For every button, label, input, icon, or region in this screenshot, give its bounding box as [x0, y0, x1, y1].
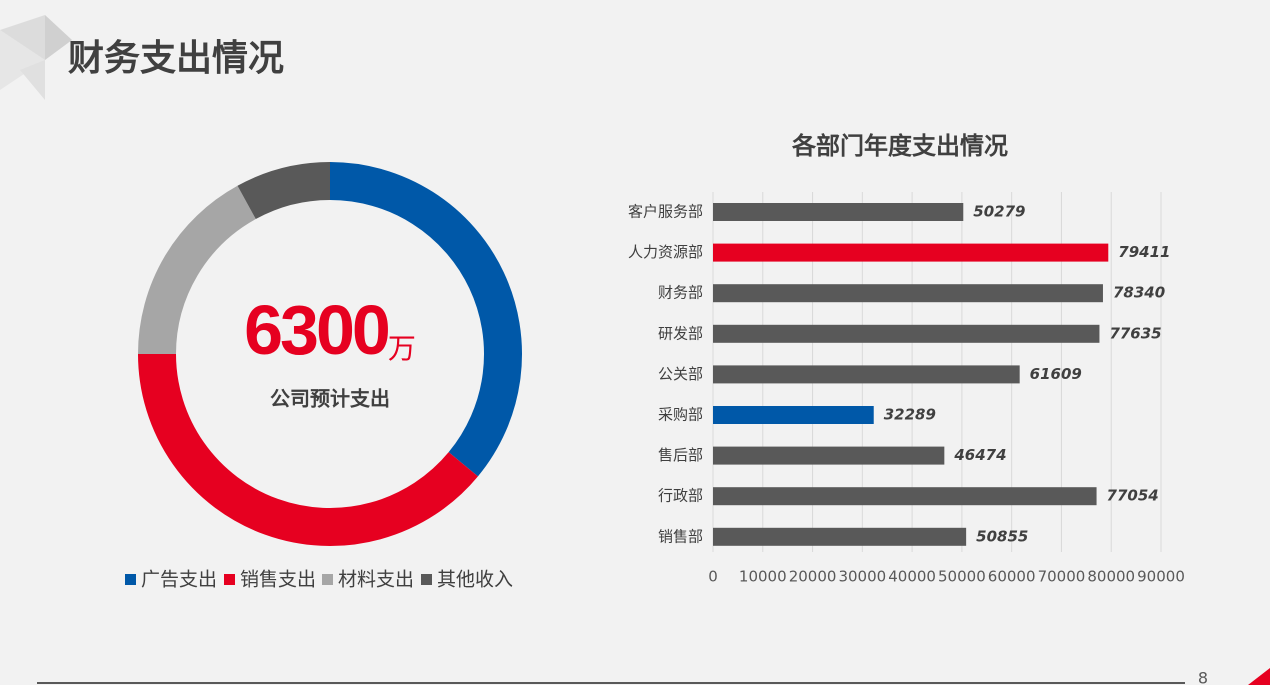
center-value: 6300 — [244, 291, 389, 369]
bar — [713, 284, 1103, 303]
slide-title: 财务支出情况 — [68, 38, 284, 79]
x-tick-label: 30000 — [838, 568, 886, 586]
y-tick-label: 销售部 — [658, 527, 703, 545]
data-label: 50855 — [976, 527, 1028, 545]
bar — [713, 203, 964, 221]
x-tick-label: 40000 — [888, 568, 936, 586]
data-label: 77635 — [1109, 324, 1161, 342]
bar — [713, 446, 945, 465]
decoration — [20, 60, 45, 100]
legend-label: 销售支出 — [240, 569, 316, 591]
legend-label: 广告支出 — [141, 569, 217, 591]
y-tick-label: 客户服务部 — [628, 203, 703, 221]
data-label: 78340 — [1113, 284, 1165, 302]
center-unit: 万 — [388, 332, 416, 365]
x-tick-label: 60000 — [988, 568, 1036, 586]
bar — [713, 243, 1109, 262]
page-number: 8 — [1198, 669, 1208, 685]
legend-label: 其他收入 — [437, 569, 513, 591]
decoration — [1248, 668, 1270, 685]
x-tick-label: 0 — [708, 568, 718, 586]
donut-slice — [138, 185, 257, 355]
y-tick-label: 采购部 — [658, 406, 703, 424]
bar — [713, 487, 1097, 506]
bar — [713, 365, 1020, 384]
y-tick-label: 售后部 — [658, 446, 703, 464]
x-tick-label: 80000 — [1087, 568, 1135, 586]
legend-swatch — [322, 574, 333, 585]
legend-swatch — [224, 574, 235, 585]
data-label: 77054 — [1107, 487, 1159, 505]
data-label: 50279 — [973, 203, 1025, 221]
x-tick-label: 10000 — [739, 568, 787, 586]
decoration — [0, 30, 45, 90]
data-label: 79411 — [1118, 243, 1170, 261]
data-label: 46474 — [953, 446, 1006, 464]
y-tick-label: 研发部 — [658, 324, 703, 342]
decoration — [0, 15, 45, 60]
data-label: 61609 — [1030, 365, 1082, 383]
bar — [713, 406, 874, 424]
y-tick-label: 公关部 — [658, 365, 703, 383]
y-tick-label: 人力资源部 — [628, 243, 703, 261]
y-tick-label: 财务部 — [658, 284, 703, 302]
decoration — [45, 15, 72, 60]
donut-slice — [329, 162, 522, 477]
donut-slice — [237, 162, 331, 220]
chart-title: 各部门年度支出情况 — [791, 132, 1008, 160]
center-value-group: 6300万 — [244, 291, 416, 369]
y-tick-label: 行政部 — [658, 487, 703, 505]
x-tick-label: 20000 — [789, 568, 837, 586]
legend-label: 材料支出 — [338, 569, 414, 591]
x-tick-label: 90000 — [1137, 568, 1185, 586]
bar — [713, 324, 1100, 343]
bar — [713, 527, 967, 546]
donut-slice — [138, 353, 478, 546]
legend-swatch — [421, 574, 432, 585]
x-tick-label: 70000 — [1038, 568, 1086, 586]
center-label: 公司预计支出 — [270, 387, 390, 411]
legend-swatch — [125, 574, 136, 585]
x-tick-label: 50000 — [938, 568, 986, 586]
data-label: 32289 — [884, 406, 936, 424]
